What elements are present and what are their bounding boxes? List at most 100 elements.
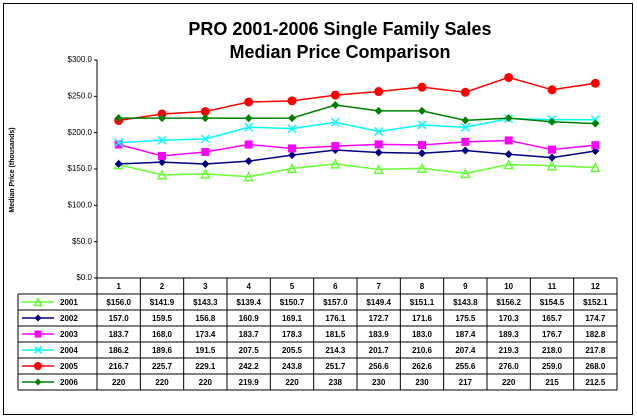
legend-label: 2004 bbox=[60, 346, 78, 355]
data-table-value: 182.8 bbox=[585, 330, 606, 339]
marker bbox=[503, 158, 514, 170]
marker bbox=[374, 87, 384, 97]
marker bbox=[504, 136, 513, 145]
marker bbox=[418, 106, 426, 115]
data-table-value: 219.9 bbox=[239, 378, 260, 387]
data-table-value: $151.1 bbox=[410, 298, 435, 307]
series-line bbox=[118, 104, 596, 125]
marker bbox=[417, 82, 427, 92]
data-table-value: 219.3 bbox=[499, 346, 520, 355]
marker bbox=[504, 114, 513, 123]
marker bbox=[243, 171, 254, 182]
data-table-value: 169.1 bbox=[282, 314, 303, 323]
data-table-value: 210.6 bbox=[412, 346, 433, 355]
marker bbox=[34, 314, 42, 322]
data-table-value: 205.5 bbox=[282, 346, 303, 355]
x-tick-label: 3 bbox=[203, 282, 208, 291]
data-table-value: 229.1 bbox=[195, 362, 216, 371]
data-table-value: 175.5 bbox=[455, 314, 476, 323]
chart-title: Median Price Comparison bbox=[229, 42, 450, 62]
marker bbox=[374, 148, 383, 157]
y-tick-label: $300.0 bbox=[68, 55, 93, 64]
data-table-value: $152.1 bbox=[583, 298, 608, 307]
marker bbox=[287, 96, 297, 106]
marker bbox=[158, 158, 166, 167]
marker bbox=[244, 140, 253, 149]
marker bbox=[548, 117, 556, 126]
data-table-value: 170.3 bbox=[499, 314, 520, 323]
data-table-value: 183.7 bbox=[109, 330, 130, 339]
series-line bbox=[118, 163, 596, 178]
data-table-value: 220 bbox=[112, 378, 126, 387]
x-tick-label: 10 bbox=[504, 282, 513, 291]
data-table-value: 276.0 bbox=[499, 362, 520, 371]
marker bbox=[34, 362, 42, 370]
data-table-value: 220 bbox=[285, 378, 299, 387]
x-tick-label: 9 bbox=[463, 282, 468, 291]
x-tick-label: 7 bbox=[376, 282, 381, 291]
data-table-value: 186.2 bbox=[109, 346, 130, 355]
marker bbox=[330, 90, 340, 100]
x-tick-label: 5 bbox=[290, 282, 295, 291]
data-table-value: $156.2 bbox=[496, 298, 521, 307]
data-table-value: 189.6 bbox=[152, 346, 173, 355]
y-tick-label: $100.0 bbox=[68, 200, 93, 209]
marker bbox=[331, 101, 340, 110]
marker bbox=[416, 162, 428, 173]
chart-title: PRO 2001-2006 Single Family Sales bbox=[188, 19, 491, 39]
data-table-value: 243.8 bbox=[282, 362, 303, 371]
marker bbox=[33, 296, 43, 307]
x-tick-label: 2 bbox=[160, 282, 165, 291]
x-tick-label: 8 bbox=[420, 282, 425, 291]
legend-label: 2002 bbox=[60, 314, 78, 323]
marker bbox=[114, 140, 123, 149]
marker bbox=[418, 149, 426, 158]
y-tick-label: $250.0 bbox=[68, 91, 93, 100]
data-table-value: 262.6 bbox=[412, 362, 433, 371]
marker bbox=[158, 114, 166, 123]
data-table-value: $141.9 bbox=[150, 298, 175, 307]
marker bbox=[244, 114, 253, 123]
marker bbox=[286, 162, 298, 174]
series-line bbox=[118, 139, 596, 157]
data-table-value: 159.5 bbox=[152, 314, 173, 323]
marker bbox=[201, 160, 210, 169]
legend-label: 2005 bbox=[60, 362, 78, 371]
data-table-value: 171.6 bbox=[412, 314, 433, 323]
marker bbox=[461, 116, 470, 125]
chart-border bbox=[3, 3, 633, 415]
data-table-value: 176.1 bbox=[325, 314, 346, 323]
marker bbox=[374, 140, 383, 149]
data-table-value: 217 bbox=[459, 378, 473, 387]
data-table-value: 216.7 bbox=[109, 362, 130, 371]
x-tick-label: 6 bbox=[333, 282, 338, 291]
data-table-value: 157.0 bbox=[109, 314, 130, 323]
marker bbox=[201, 114, 210, 123]
marker bbox=[34, 378, 42, 386]
data-table-value: 255.6 bbox=[455, 362, 476, 371]
marker bbox=[331, 142, 340, 151]
data-table-value: 220 bbox=[199, 378, 213, 387]
marker bbox=[156, 169, 168, 180]
marker bbox=[374, 126, 384, 136]
marker bbox=[547, 85, 557, 95]
data-table-value: $139.4 bbox=[236, 298, 261, 307]
marker bbox=[548, 145, 556, 154]
data-table-value: 201.7 bbox=[369, 346, 390, 355]
data-table-value: 183.7 bbox=[239, 330, 260, 339]
marker bbox=[157, 135, 167, 145]
marker bbox=[590, 78, 600, 88]
y-tick-label: $0.0 bbox=[76, 273, 92, 282]
data-table-value: 191.5 bbox=[195, 346, 216, 355]
marker bbox=[461, 137, 470, 146]
data-table-value: $143.3 bbox=[193, 298, 218, 307]
marker bbox=[114, 114, 123, 123]
data-table-value: 225.7 bbox=[152, 362, 173, 371]
data-table-value: 183.0 bbox=[412, 330, 433, 339]
data-table-value: $154.5 bbox=[540, 298, 565, 307]
data-table-value: 207.5 bbox=[239, 346, 260, 355]
y-tick-label: $150.0 bbox=[68, 164, 93, 173]
marker bbox=[461, 146, 470, 155]
